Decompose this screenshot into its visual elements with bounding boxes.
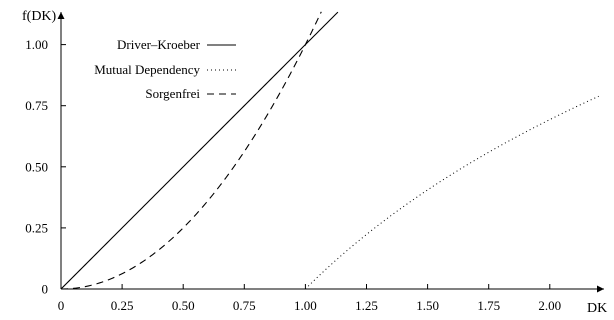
y-tick-label-0: 0 <box>42 282 49 297</box>
legend-item-sorgenfrei: Sorgenfrei <box>145 86 236 101</box>
y-tick-label-0-50: 0.50 <box>25 159 48 174</box>
x-tick-label-0-25: 0.25 <box>111 298 134 313</box>
y-tick-label-0-25: 0.25 <box>25 220 48 235</box>
x-tick-label-1-00: 1.00 <box>294 298 317 313</box>
x-tick-label-1-25: 1.25 <box>355 298 378 313</box>
x-tick-label-2-00: 2.00 <box>538 298 561 313</box>
y-axis-label: f(DK) <box>22 9 57 24</box>
x-tick-label-0-75: 0.75 <box>233 298 256 313</box>
series-line-driver-kroeber <box>60 11 339 290</box>
legend-label-sorgenfrei: Sorgenfrei <box>145 86 200 101</box>
y-tick-label-0-75: 0.75 <box>25 98 48 113</box>
series-layer <box>60 11 599 290</box>
series-line-mutual-dependency <box>305 95 599 290</box>
x-tick-label-0: 0 <box>58 298 65 313</box>
series-line-sorgenfrei <box>60 11 322 290</box>
legend-label-mutual-dependency: Mutual Dependency <box>94 62 200 77</box>
legend-item-driver-kroeber: Driver–Kroeber <box>117 37 236 52</box>
legend-label-driver-kroeber: Driver–Kroeber <box>117 37 201 52</box>
legend: Driver–Kroeber Mutual Dependency Sorgenf… <box>94 37 236 101</box>
x-axis-label: DK <box>587 301 607 316</box>
x-tick-label-1-75: 1.75 <box>477 298 500 313</box>
ticks-layer: 0 0.25 0.50 0.75 1.00 1.25 1.50 1.75 2.00 0 0.25 0.… <box>25 37 561 313</box>
x-tick-label-1-50: 1.50 <box>416 298 439 313</box>
x-tick-label-0-50: 0.50 <box>172 298 195 313</box>
legend-item-mutual-dependency: Mutual Dependency <box>94 62 236 77</box>
y-tick-label-1-00: 1.00 <box>25 37 48 52</box>
